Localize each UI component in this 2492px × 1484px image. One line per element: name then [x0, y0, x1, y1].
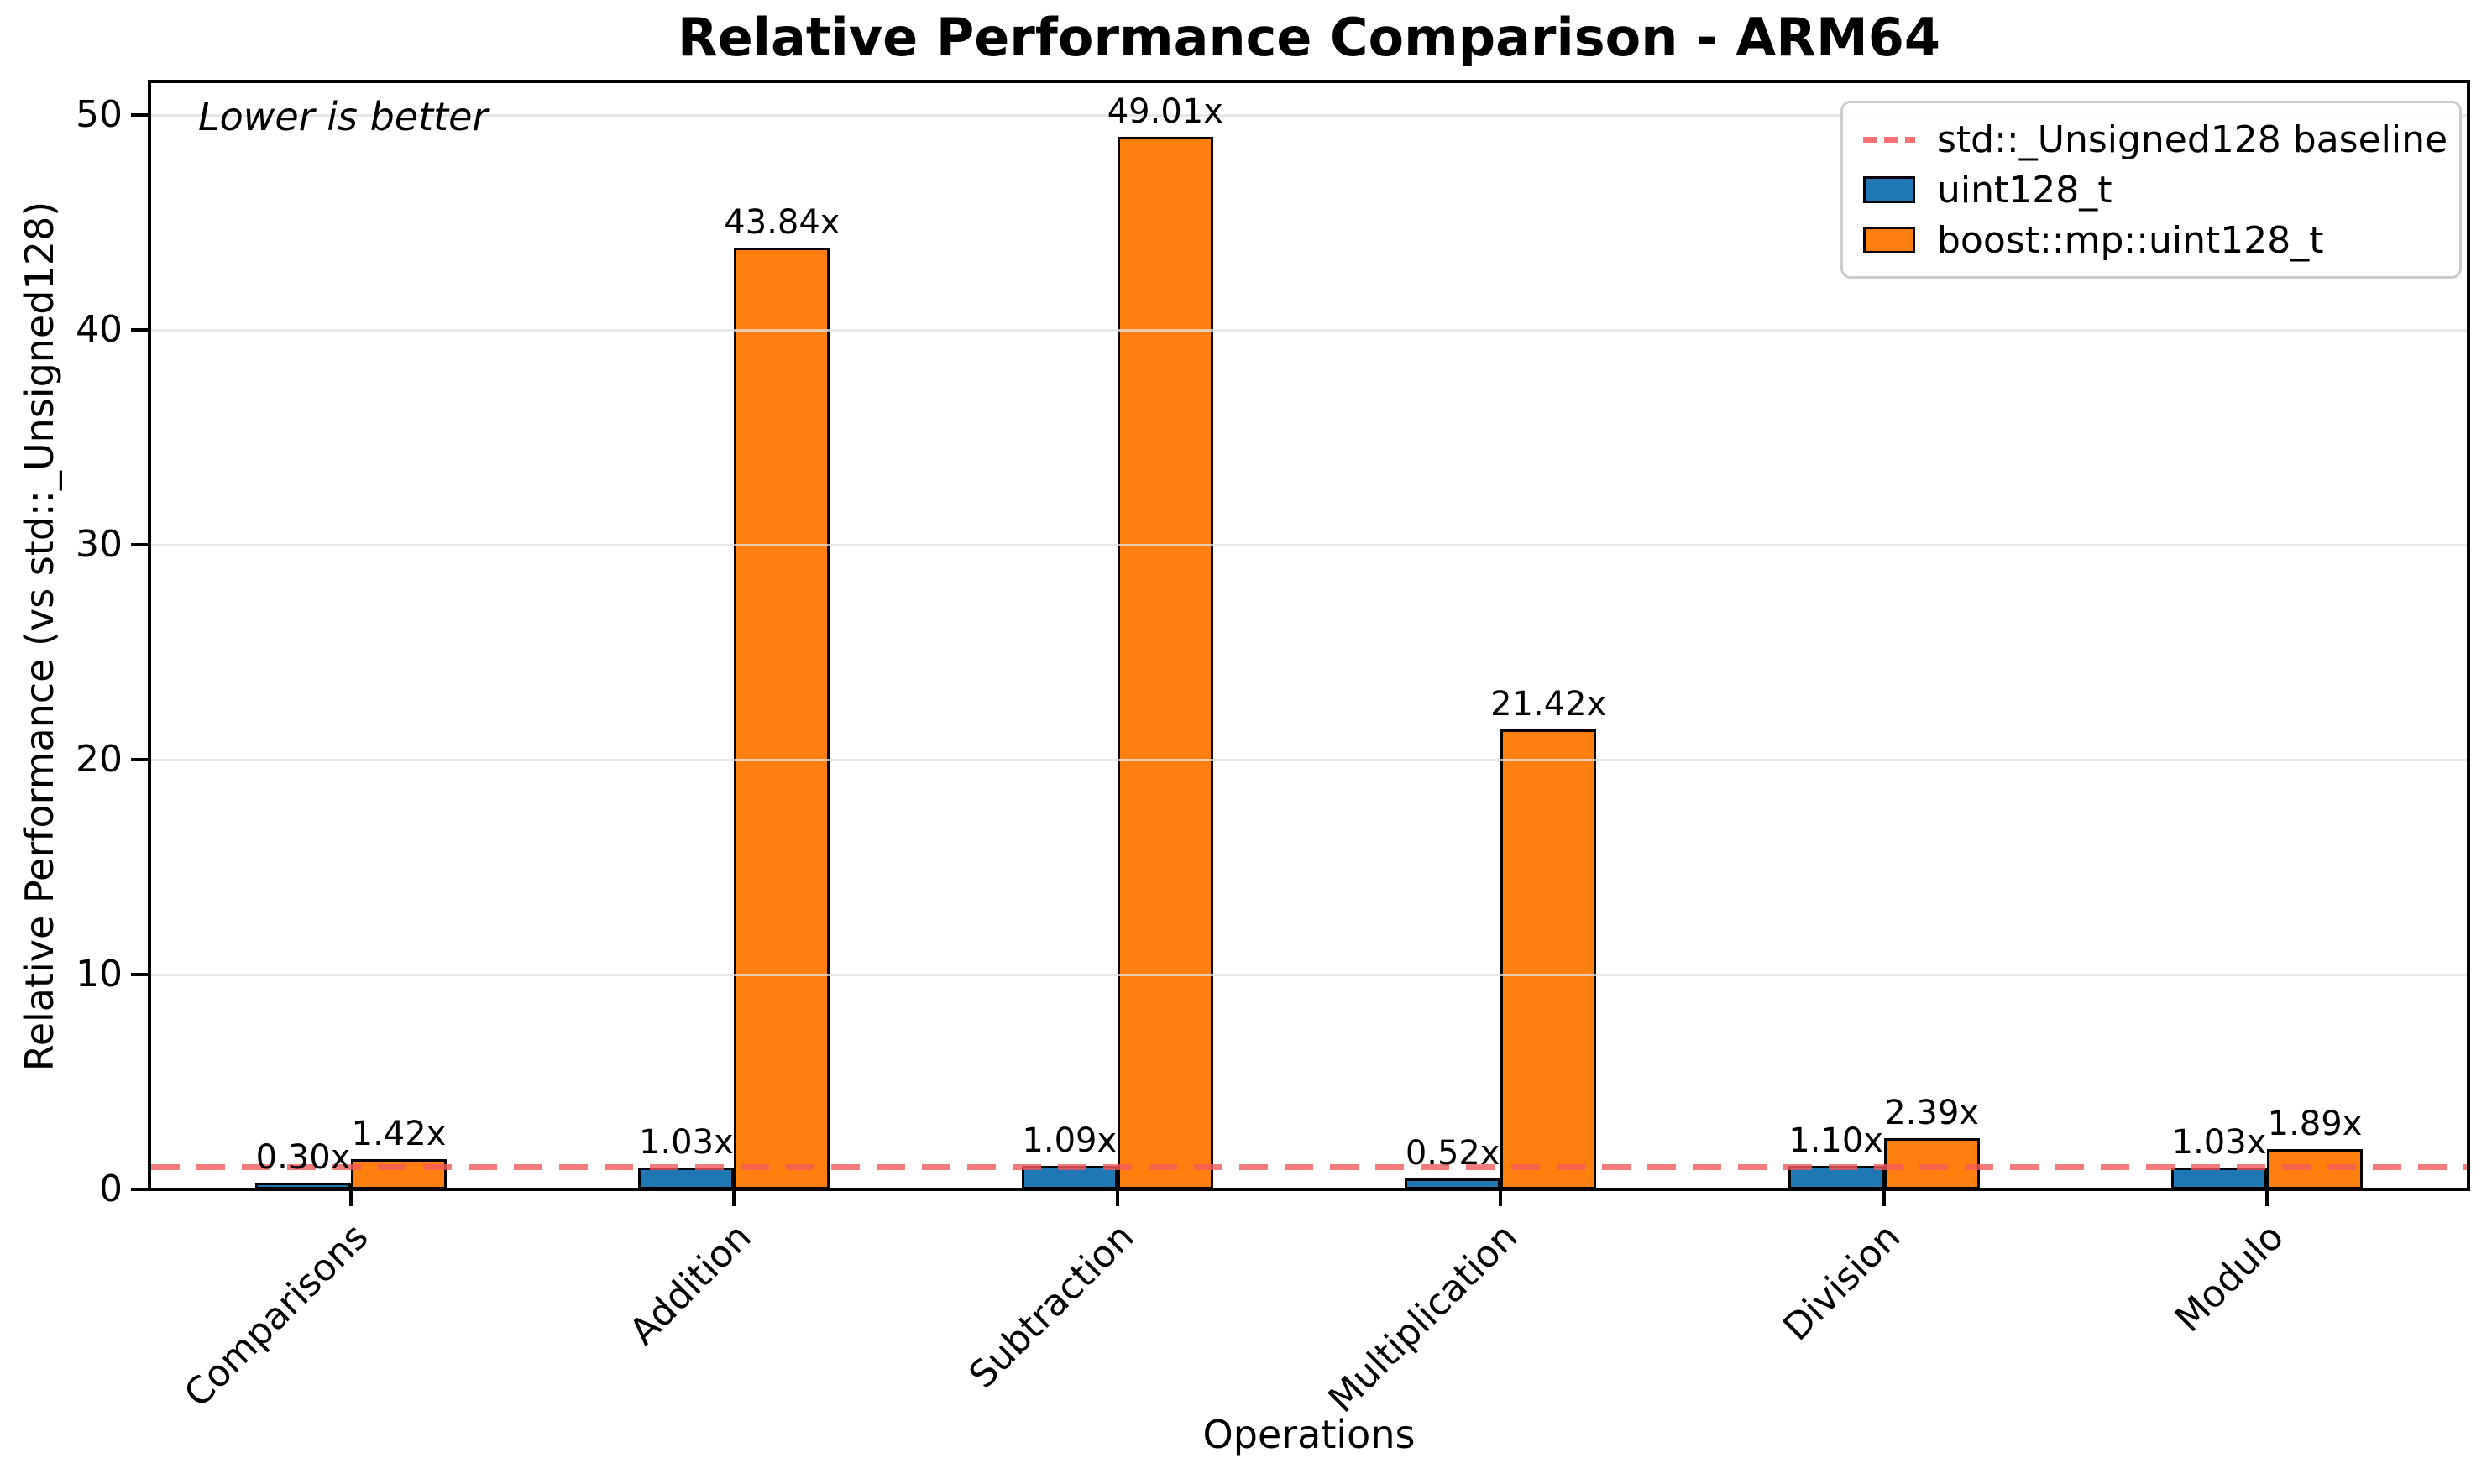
y-tick-label: 40	[76, 308, 123, 352]
bar-value-label: 1.03x	[2171, 1122, 2267, 1162]
bar-uint128-t	[2171, 1167, 2267, 1189]
y-tick-mark	[131, 973, 149, 977]
baseline-line	[151, 1164, 2467, 1171]
legend-label: std::_Unsigned128 baseline	[1937, 118, 2448, 161]
y-tick-label: 50	[76, 93, 123, 137]
bar-value-label: 1.03x	[639, 1122, 734, 1162]
bar-value-label: 1.10x	[1788, 1121, 1883, 1160]
bar-value-label: 0.52x	[1405, 1133, 1500, 1173]
x-tick-label-text: Subtraction	[961, 1215, 1143, 1398]
legend-label: uint128_t	[1937, 168, 2112, 212]
y-tick-mark	[131, 543, 149, 547]
y-tick-label: 30	[76, 523, 123, 567]
gridline	[151, 544, 2467, 547]
orange-swatch-icon	[1863, 227, 1915, 253]
legend-label: boost::mp::uint128_t	[1937, 218, 2324, 262]
bar-value-label: 1.42x	[351, 1114, 447, 1153]
bar-value-label: 0.30x	[255, 1138, 351, 1178]
gridline	[151, 329, 2467, 332]
legend-item-baseline: std::_Unsigned128 baseline	[1863, 115, 2448, 164]
legend-item-uint128: uint128_t	[1863, 165, 2439, 214]
gridline	[151, 759, 2467, 762]
x-tick-label-text: Multiplication	[1320, 1215, 1526, 1421]
x-tick-mark	[2265, 1191, 2269, 1206]
x-tick-label-text: Modulo	[2166, 1215, 2293, 1341]
x-tick-mark	[349, 1191, 353, 1206]
bar-value-label: 2.39x	[1884, 1093, 1979, 1132]
legend: std::_Unsigned128 baseline uint128_t boo…	[1840, 101, 2462, 279]
annotation-lower-is-better: Lower is better	[198, 94, 489, 139]
dashed-line-icon	[1863, 136, 1915, 143]
gridline	[151, 974, 2467, 977]
blue-swatch-icon	[1863, 176, 1915, 203]
bar-uint128-t	[1405, 1178, 1501, 1189]
y-tick-mark	[131, 113, 149, 118]
bar-boost-mp-uint128-t	[1117, 136, 1213, 1189]
legend-item-boost-uint128: boost::mp::uint128_t	[1863, 216, 2439, 264]
x-tick-mark	[732, 1191, 736, 1206]
y-tick-mark	[131, 1188, 149, 1191]
bar-uint128-t	[638, 1167, 735, 1189]
bar-boost-mp-uint128-t	[734, 248, 830, 1189]
x-axis-label: Operations	[1202, 1412, 1416, 1457]
gridline	[151, 114, 2467, 118]
bar-uint128-t	[255, 1183, 351, 1189]
bar-value-label: 1.09x	[1022, 1121, 1118, 1161]
y-tick-label: 20	[76, 738, 123, 781]
bar-boost-mp-uint128-t	[351, 1158, 447, 1189]
x-tick-label-text: Comparisons	[175, 1215, 377, 1416]
bar-value-label: 1.89x	[2267, 1104, 2363, 1143]
x-tick-label-text: Addition	[620, 1215, 760, 1354]
x-tick-mark	[1882, 1191, 1886, 1206]
bar-boost-mp-uint128-t	[1500, 729, 1597, 1189]
bar-value-label: 49.01x	[1107, 91, 1223, 131]
bar-value-label: 21.42x	[1490, 684, 1607, 724]
bar-boost-mp-uint128-t	[1883, 1137, 1980, 1189]
y-tick-mark	[131, 328, 149, 332]
x-tick-label-text: Division	[1775, 1215, 1909, 1350]
x-tick-mark	[1115, 1191, 1119, 1206]
x-tick-mark	[1499, 1191, 1503, 1206]
y-tick-label: 10	[76, 953, 123, 996]
y-tick-label: 0	[99, 1168, 123, 1210]
chart-title: Relative Performance Comparison - ARM64	[678, 7, 1940, 68]
y-tick-mark	[131, 758, 149, 762]
bar-value-label: 43.84x	[724, 203, 840, 243]
